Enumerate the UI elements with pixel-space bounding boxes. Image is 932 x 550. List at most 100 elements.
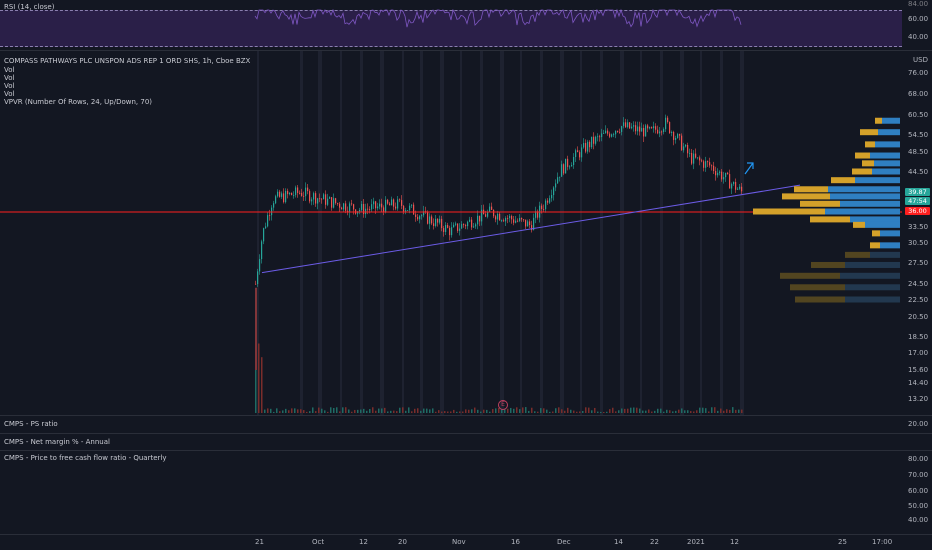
rsi-plot[interactable]: RSI (14, close) [0, 0, 902, 50]
session-stripe [580, 51, 582, 415]
candle-body [259, 259, 261, 272]
volume-profile-down [852, 168, 872, 175]
volume-bar [669, 410, 671, 413]
ps-ratio-axis[interactable]: 20.00 [902, 416, 932, 433]
candle-body [605, 130, 607, 134]
candle-body [661, 131, 663, 133]
net-margin-pane[interactable]: CMPS - Net margin % - Annual [0, 434, 932, 450]
volume-bar [384, 407, 386, 413]
candle-body [547, 200, 549, 203]
pane-separator[interactable] [0, 450, 932, 451]
candle-body [339, 203, 341, 208]
candle-body [487, 211, 489, 217]
volume-bar [561, 409, 563, 413]
candle-body [615, 130, 617, 135]
price-tick: 15.60 [908, 366, 929, 374]
legend-vpvr[interactable]: VPVR (Number Of Rows, 24, Up/Down, 70) [4, 98, 153, 106]
candle-body [695, 153, 697, 158]
ps-ratio-pane[interactable]: CMPS - PS ratio 20.00 [0, 416, 932, 433]
candle-body [683, 146, 685, 151]
volume-bar [453, 409, 455, 413]
candle-body [657, 129, 659, 134]
volume-bar [714, 407, 716, 413]
candle-body [257, 271, 259, 285]
main-pane[interactable]: COMPASS PATHWAYS PLC UNSPON ADS REP 1 OR… [0, 51, 932, 415]
candle-body [495, 216, 497, 220]
candle-body [281, 193, 283, 197]
volume-bar [330, 407, 332, 413]
volume-bar [447, 411, 449, 413]
candle-body [335, 198, 337, 204]
candle-body [549, 198, 551, 203]
volume-bar [480, 411, 482, 413]
volume-bar [300, 409, 302, 413]
candle-body [343, 203, 345, 210]
candle-body [403, 205, 405, 212]
volume-bar [255, 369, 257, 413]
pane-separator[interactable] [0, 534, 932, 535]
volume-bar [618, 410, 620, 413]
candle-body [289, 192, 291, 195]
candle-body [475, 224, 477, 227]
pane-separator[interactable] [0, 415, 932, 416]
ps-ratio-plot[interactable]: CMPS - PS ratio [0, 416, 902, 433]
earnings-marker-label: E [501, 401, 505, 408]
volume-bar [579, 411, 581, 413]
volume-profile-up [880, 230, 900, 237]
pfcf-plot[interactable]: CMPS - Price to free cash flow ratio - Q… [0, 451, 902, 534]
volume-bar [657, 408, 659, 413]
volume-bar [603, 411, 605, 413]
volume-bar [462, 411, 464, 413]
volume-bar [477, 409, 479, 413]
earnings-marker[interactable]: E [498, 400, 508, 410]
candle-body [673, 132, 675, 140]
candle-body [385, 199, 387, 213]
candle-body [473, 226, 475, 228]
volume-bar [648, 409, 650, 413]
price-tick: 54.50 [908, 131, 929, 139]
volume-bar [723, 410, 725, 413]
candle-body [603, 133, 605, 134]
candle-body [597, 136, 599, 138]
price-tick: 60.50 [908, 111, 929, 119]
volume-bar [390, 410, 392, 413]
volume-bar [666, 409, 668, 413]
legend-vol[interactable]: Vol [4, 66, 15, 74]
price-plot[interactable]: COMPASS PATHWAYS PLC UNSPON ADS REP 1 OR… [0, 51, 902, 415]
candle-body [331, 197, 333, 208]
pane-separator[interactable] [0, 50, 932, 51]
volume-bar [540, 408, 542, 413]
time-axis[interactable] [0, 535, 932, 550]
pfcf-axis[interactable]: 80.00 70.00 60.00 50.00 40.00 [902, 451, 932, 534]
pane-separator[interactable] [0, 433, 932, 434]
candle-body [459, 228, 461, 231]
volume-bar [696, 410, 698, 413]
candle-body [577, 150, 579, 153]
volume-profile-down [872, 230, 880, 237]
price-chart [0, 51, 902, 415]
candle-body [591, 136, 593, 148]
volume-profile-up [870, 152, 900, 159]
candle-body [519, 217, 521, 221]
legend-vol[interactable]: Vol [4, 90, 15, 98]
candle-body [581, 147, 583, 158]
volume-bar [543, 408, 545, 413]
legend-vol[interactable]: Vol [4, 74, 15, 82]
rsi-axis[interactable]: 84.00 60.00 40.00 [902, 0, 932, 50]
rsi-pane[interactable]: RSI (14, close) 84.00 60.00 40.00 [0, 0, 932, 50]
legend-vol[interactable]: Vol [4, 82, 15, 90]
session-stripe [720, 51, 723, 415]
candle-body [501, 220, 503, 222]
candle-body [351, 203, 353, 205]
candle-body [413, 204, 415, 215]
volume-profile-up [828, 186, 900, 193]
candle-body [669, 122, 671, 133]
candle-body [273, 203, 275, 208]
volume-bar [354, 409, 356, 413]
volume-bar [705, 408, 707, 413]
pfcf-pane[interactable]: CMPS - Price to free cash flow ratio - Q… [0, 451, 932, 534]
pfcf-tick: 80.00 [908, 455, 929, 463]
price-axis[interactable]: USD 76.00 68.00 60.50 54.50 48.50 44.50 … [902, 51, 932, 415]
net-margin-plot[interactable]: CMPS - Net margin % - Annual [0, 434, 902, 450]
volume-bar [474, 407, 476, 413]
